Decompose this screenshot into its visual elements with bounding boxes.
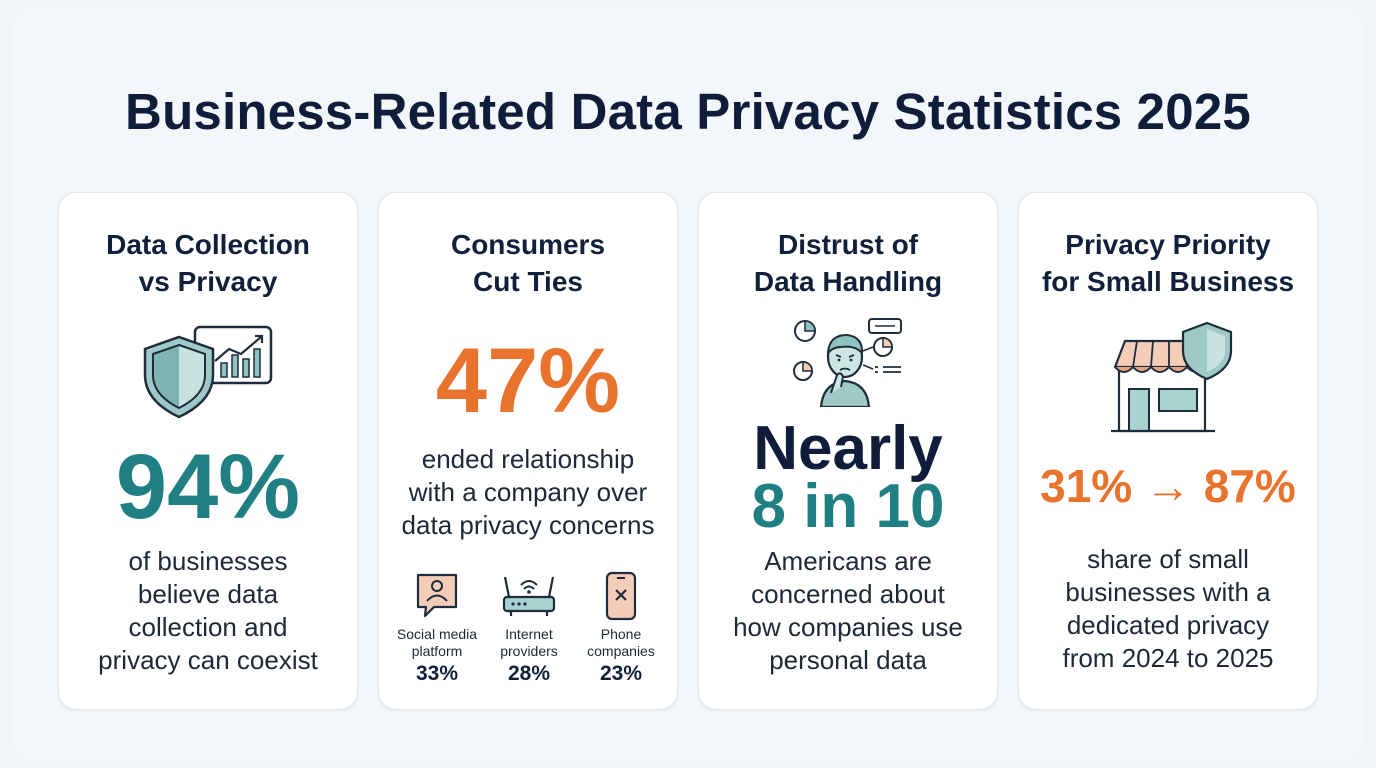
desc-line: collection and bbox=[128, 612, 288, 642]
phone-icon bbox=[605, 571, 637, 621]
breakdown-social-media: Social media platform 33% bbox=[392, 571, 482, 686]
card-title-line: Consumers bbox=[450, 229, 606, 260]
breakdown-label: Social media platform bbox=[392, 626, 482, 660]
breakdown-value: 33% bbox=[415, 662, 459, 685]
card-distrust: Distrust of Data Handling bbox=[698, 192, 998, 710]
breakdown-value: 28% bbox=[507, 662, 551, 685]
worried-person-icon bbox=[793, 318, 902, 407]
card-title-line: Distrust of bbox=[778, 229, 918, 260]
page-title: Business-Related Data Privacy Statistics… bbox=[125, 83, 1251, 140]
desc-line: from 2024 to 2025 bbox=[1062, 643, 1274, 673]
breakdown-label-line: Social media bbox=[396, 626, 478, 642]
desc-line: ended relationship bbox=[421, 444, 635, 474]
stat-description: share of small businesses with a dedicat… bbox=[1019, 543, 1317, 675]
desc-line: dedicated privacy bbox=[1066, 610, 1270, 640]
stat-description: Americans are concerned about how compan… bbox=[699, 545, 997, 677]
stat-value: 47% bbox=[435, 330, 621, 432]
breakdown-value: 23% bbox=[599, 662, 643, 685]
breakdown-label-line: Phone bbox=[600, 626, 642, 642]
desc-line: businesses with a bbox=[1065, 577, 1271, 607]
stat-value-line1: Nearly bbox=[753, 414, 943, 483]
card-title: Distrust of Data Handling bbox=[699, 226, 997, 300]
card-data-collection: Data Collection vs Privacy 94% of busine… bbox=[58, 192, 358, 710]
breakdown-label-line: platform bbox=[411, 643, 463, 659]
breakdown-label: Phone companies bbox=[576, 626, 666, 660]
router-icon bbox=[502, 576, 556, 616]
breakdown-phone-companies: Phone companies 23% bbox=[576, 571, 666, 686]
desc-line: Americans are bbox=[764, 546, 932, 576]
stat-value: 31% → 87% bbox=[1040, 460, 1296, 512]
card-title-line: Privacy Priority bbox=[1065, 229, 1271, 260]
card-title-line: vs Privacy bbox=[138, 266, 278, 297]
breakdown-label-line: companies bbox=[587, 643, 655, 659]
breakdown-label: Internet providers bbox=[484, 626, 574, 660]
card-title: Consumers Cut Ties bbox=[379, 226, 677, 300]
stat-description: of businesses believe data collection an… bbox=[59, 545, 357, 677]
card-title-line: Data Handling bbox=[753, 266, 943, 297]
desc-line: of businesses bbox=[128, 546, 288, 576]
chat-user-icon bbox=[416, 573, 458, 618]
desc-line: believe data bbox=[137, 579, 279, 609]
card-title: Privacy Priority for Small Business bbox=[1019, 226, 1317, 300]
stat-description: ended relationship with a company over d… bbox=[379, 443, 677, 542]
store-shield-icon bbox=[1111, 321, 1233, 433]
breakdown-label-line: Internet bbox=[505, 626, 553, 642]
card-title-line: Data Collection bbox=[106, 229, 310, 260]
card-small-business: Privacy Priority for Small Business 31% … bbox=[1018, 192, 1318, 710]
shield-chart-icon bbox=[143, 325, 273, 419]
card-title-line: Cut Ties bbox=[473, 266, 583, 297]
desc-line: concerned about bbox=[751, 579, 945, 609]
card-title-line: for Small Business bbox=[1041, 266, 1295, 297]
card-consumers-cut-ties: Consumers Cut Ties 47% ended relationshi… bbox=[378, 192, 678, 710]
breakdown-internet-providers: Internet providers 28% bbox=[484, 571, 574, 686]
desc-line: with a company over bbox=[408, 477, 648, 507]
desc-line: share of small bbox=[1087, 544, 1249, 574]
desc-line: personal data bbox=[769, 645, 927, 675]
stat-value: 94% bbox=[115, 436, 301, 538]
breakdown-label-line: providers bbox=[500, 643, 558, 659]
stat-value-line2: 8 in 10 bbox=[751, 472, 945, 541]
desc-line: privacy can coexist bbox=[98, 645, 318, 675]
desc-line: data privacy concerns bbox=[401, 510, 655, 540]
card-title: Data Collection vs Privacy bbox=[59, 226, 357, 300]
desc-line: how companies use bbox=[733, 612, 963, 642]
